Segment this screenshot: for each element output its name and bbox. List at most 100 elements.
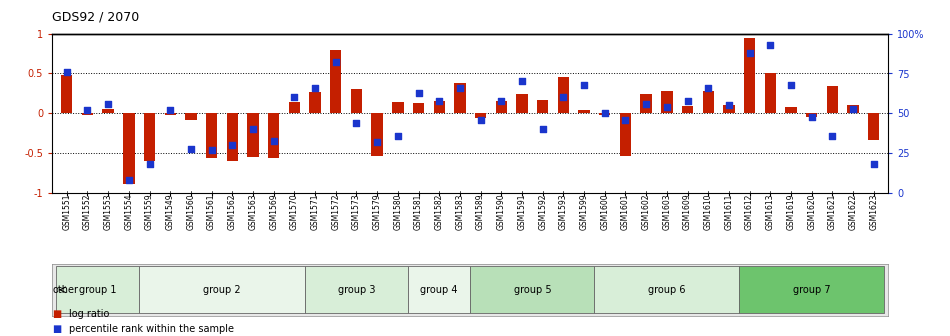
Text: GSM1601: GSM1601 xyxy=(621,193,630,230)
Bar xyxy=(806,114,817,117)
Text: GSM1593: GSM1593 xyxy=(559,193,568,230)
Point xyxy=(618,117,633,122)
Text: GSM1579: GSM1579 xyxy=(372,193,382,230)
Text: GSM1622: GSM1622 xyxy=(848,193,858,229)
Point xyxy=(514,79,529,84)
Bar xyxy=(351,89,362,114)
Text: group 6: group 6 xyxy=(648,285,686,295)
Point xyxy=(370,139,385,145)
Point xyxy=(225,142,240,148)
Text: GSM1590: GSM1590 xyxy=(497,193,505,230)
Point xyxy=(721,103,736,108)
Text: GSM1582: GSM1582 xyxy=(435,193,444,229)
Bar xyxy=(826,86,838,114)
Text: ■: ■ xyxy=(52,324,62,334)
Bar xyxy=(786,107,797,114)
Bar xyxy=(682,106,694,114)
FancyBboxPatch shape xyxy=(139,266,305,313)
Bar xyxy=(82,114,93,115)
Point xyxy=(535,127,550,132)
Bar xyxy=(723,106,734,114)
Bar xyxy=(579,110,590,114)
Text: GSM1569: GSM1569 xyxy=(269,193,278,230)
Point xyxy=(142,162,157,167)
Text: other: other xyxy=(52,285,79,295)
Point xyxy=(473,117,488,122)
Bar xyxy=(433,101,445,114)
Text: GSM1609: GSM1609 xyxy=(683,193,692,230)
Text: GSM1623: GSM1623 xyxy=(869,193,878,230)
Bar xyxy=(599,114,611,115)
Text: GSM1561: GSM1561 xyxy=(207,193,216,230)
Text: GSM1549: GSM1549 xyxy=(165,193,175,230)
FancyBboxPatch shape xyxy=(408,266,470,313)
FancyBboxPatch shape xyxy=(305,266,408,313)
Point xyxy=(742,50,757,55)
Point xyxy=(328,60,343,65)
Bar xyxy=(310,92,321,114)
Bar xyxy=(475,114,486,118)
Point xyxy=(80,108,95,113)
Text: group 4: group 4 xyxy=(421,285,458,295)
Bar xyxy=(103,110,114,114)
Point xyxy=(287,95,302,100)
Text: GSM1572: GSM1572 xyxy=(332,193,340,230)
Bar xyxy=(124,114,135,183)
Text: GSM1580: GSM1580 xyxy=(393,193,402,230)
Bar xyxy=(371,114,383,157)
Text: GSM1610: GSM1610 xyxy=(704,193,712,230)
Bar xyxy=(496,101,507,114)
Bar xyxy=(392,102,404,114)
Point xyxy=(763,42,778,47)
Text: GSM1552: GSM1552 xyxy=(83,193,92,230)
Text: GSM1619: GSM1619 xyxy=(787,193,795,230)
Point xyxy=(598,111,613,116)
Text: GSM1553: GSM1553 xyxy=(104,193,113,230)
Point xyxy=(577,82,592,87)
Text: GSM1591: GSM1591 xyxy=(518,193,526,230)
Point xyxy=(204,148,219,153)
Bar xyxy=(247,114,258,157)
Text: GSM1571: GSM1571 xyxy=(311,193,319,230)
Bar xyxy=(558,77,569,114)
Point xyxy=(349,120,364,126)
Bar xyxy=(330,49,341,114)
Bar xyxy=(185,114,197,120)
Bar xyxy=(744,38,755,114)
Bar xyxy=(703,91,713,114)
Bar xyxy=(143,114,155,161)
Point xyxy=(183,146,199,151)
Point xyxy=(866,162,882,167)
Point xyxy=(390,133,406,138)
Text: group 7: group 7 xyxy=(793,285,830,295)
Point xyxy=(804,114,819,119)
Point xyxy=(494,98,509,103)
Text: GSM1583: GSM1583 xyxy=(455,193,465,230)
Text: log ratio: log ratio xyxy=(69,309,109,319)
FancyBboxPatch shape xyxy=(595,266,739,313)
Text: GSM1592: GSM1592 xyxy=(539,193,547,230)
Point xyxy=(122,178,137,183)
Point xyxy=(266,138,281,143)
Bar xyxy=(227,114,238,161)
Text: GSM1611: GSM1611 xyxy=(725,193,733,229)
Text: percentile rank within the sample: percentile rank within the sample xyxy=(69,324,235,334)
Text: GSM1551: GSM1551 xyxy=(63,193,71,230)
Bar xyxy=(847,104,859,114)
Point xyxy=(846,106,861,111)
Point xyxy=(556,95,571,100)
Bar xyxy=(454,83,466,114)
Bar xyxy=(413,103,425,114)
Bar xyxy=(537,100,548,114)
FancyBboxPatch shape xyxy=(470,266,595,313)
Text: GSM1621: GSM1621 xyxy=(827,193,837,229)
Point xyxy=(411,90,427,95)
Bar xyxy=(619,114,631,157)
Bar xyxy=(268,114,279,158)
Text: GSM1554: GSM1554 xyxy=(124,193,133,230)
Point xyxy=(162,108,178,113)
Text: group 2: group 2 xyxy=(203,285,240,295)
Text: GSM1603: GSM1603 xyxy=(662,193,672,230)
Text: GSM1570: GSM1570 xyxy=(290,193,299,230)
Text: GSM1573: GSM1573 xyxy=(352,193,361,230)
